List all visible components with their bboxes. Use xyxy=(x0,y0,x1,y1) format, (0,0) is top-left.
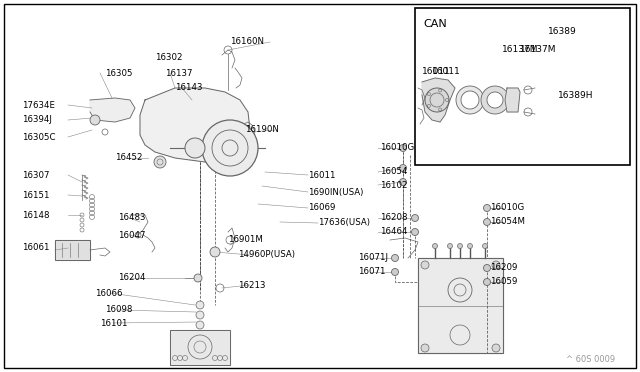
Bar xyxy=(55,240,90,260)
Circle shape xyxy=(483,218,490,225)
Circle shape xyxy=(196,311,204,319)
Polygon shape xyxy=(422,78,455,122)
Circle shape xyxy=(492,261,500,269)
Polygon shape xyxy=(140,88,250,162)
Circle shape xyxy=(492,344,500,352)
Text: 16151: 16151 xyxy=(22,190,49,199)
Text: 17636(USA): 17636(USA) xyxy=(318,218,370,228)
Text: 16101: 16101 xyxy=(100,318,127,327)
Bar xyxy=(170,330,230,365)
Circle shape xyxy=(210,247,220,257)
Polygon shape xyxy=(170,330,230,365)
Text: 16389: 16389 xyxy=(548,28,577,36)
Circle shape xyxy=(412,228,419,235)
Circle shape xyxy=(202,120,258,176)
Text: 17634E: 17634E xyxy=(22,100,55,109)
Text: 16071: 16071 xyxy=(358,267,385,276)
Text: 16011: 16011 xyxy=(308,170,335,180)
Circle shape xyxy=(483,264,490,272)
Text: 16190N: 16190N xyxy=(245,125,279,135)
Text: 16143: 16143 xyxy=(175,83,202,93)
Text: 16464: 16464 xyxy=(380,228,408,237)
Text: 16061: 16061 xyxy=(22,244,49,253)
Text: 16098: 16098 xyxy=(105,305,132,314)
Text: 16148: 16148 xyxy=(22,211,49,219)
Bar xyxy=(418,258,503,353)
Text: 16010G: 16010G xyxy=(490,203,524,212)
Text: 1690IN(USA): 1690IN(USA) xyxy=(308,187,364,196)
Circle shape xyxy=(483,244,488,248)
Text: 16305C: 16305C xyxy=(22,132,56,141)
Circle shape xyxy=(196,301,204,309)
Text: 16059: 16059 xyxy=(490,278,517,286)
Circle shape xyxy=(399,179,406,186)
Text: 16389H: 16389H xyxy=(558,90,593,99)
Circle shape xyxy=(425,88,449,112)
Text: 16452: 16452 xyxy=(115,154,143,163)
Polygon shape xyxy=(55,240,90,260)
Circle shape xyxy=(392,254,399,262)
Circle shape xyxy=(421,261,429,269)
Text: 16069: 16069 xyxy=(308,203,335,212)
Text: 16901M: 16901M xyxy=(228,235,263,244)
Circle shape xyxy=(458,244,463,248)
Wedge shape xyxy=(456,86,484,114)
Circle shape xyxy=(412,215,419,221)
Text: 16071J: 16071J xyxy=(358,253,388,263)
Circle shape xyxy=(185,138,205,158)
Circle shape xyxy=(467,244,472,248)
Circle shape xyxy=(447,244,452,248)
Text: ^ 60S 0009: ^ 60S 0009 xyxy=(566,356,615,365)
Text: 16483: 16483 xyxy=(118,214,145,222)
Text: 16302: 16302 xyxy=(155,54,182,62)
Bar xyxy=(415,8,630,165)
Text: 16066: 16066 xyxy=(95,289,122,298)
Text: 16160N: 16160N xyxy=(230,38,264,46)
Text: 16010G: 16010G xyxy=(380,144,414,153)
Text: 16209: 16209 xyxy=(490,263,517,273)
Text: 16208: 16208 xyxy=(380,214,408,222)
Text: 16305: 16305 xyxy=(105,68,132,77)
Text: 16137: 16137 xyxy=(165,68,193,77)
Text: 16137M: 16137M xyxy=(502,45,538,55)
Polygon shape xyxy=(418,258,503,353)
Text: 16102: 16102 xyxy=(380,180,408,189)
Text: 16054M: 16054M xyxy=(490,218,525,227)
Circle shape xyxy=(483,279,490,285)
Text: 14960P(USA): 14960P(USA) xyxy=(238,250,295,260)
Text: 16204: 16204 xyxy=(118,273,145,282)
Circle shape xyxy=(154,156,166,168)
Text: 16213: 16213 xyxy=(238,280,266,289)
Circle shape xyxy=(399,164,406,171)
Circle shape xyxy=(392,269,399,276)
Text: 16047: 16047 xyxy=(118,231,145,240)
Circle shape xyxy=(90,115,100,125)
Circle shape xyxy=(399,144,406,151)
Circle shape xyxy=(421,344,429,352)
Text: 16394J: 16394J xyxy=(22,115,52,125)
Circle shape xyxy=(483,205,490,212)
Text: 16137M: 16137M xyxy=(520,45,557,55)
Polygon shape xyxy=(505,88,520,112)
Text: CAN: CAN xyxy=(423,19,447,29)
Circle shape xyxy=(194,274,202,282)
Text: 16011: 16011 xyxy=(432,67,461,77)
Text: 16011: 16011 xyxy=(422,67,451,77)
Text: 16307: 16307 xyxy=(22,170,49,180)
Text: 16054: 16054 xyxy=(380,167,408,176)
Circle shape xyxy=(433,244,438,248)
Polygon shape xyxy=(90,98,135,122)
Circle shape xyxy=(196,321,204,329)
Wedge shape xyxy=(481,86,509,114)
